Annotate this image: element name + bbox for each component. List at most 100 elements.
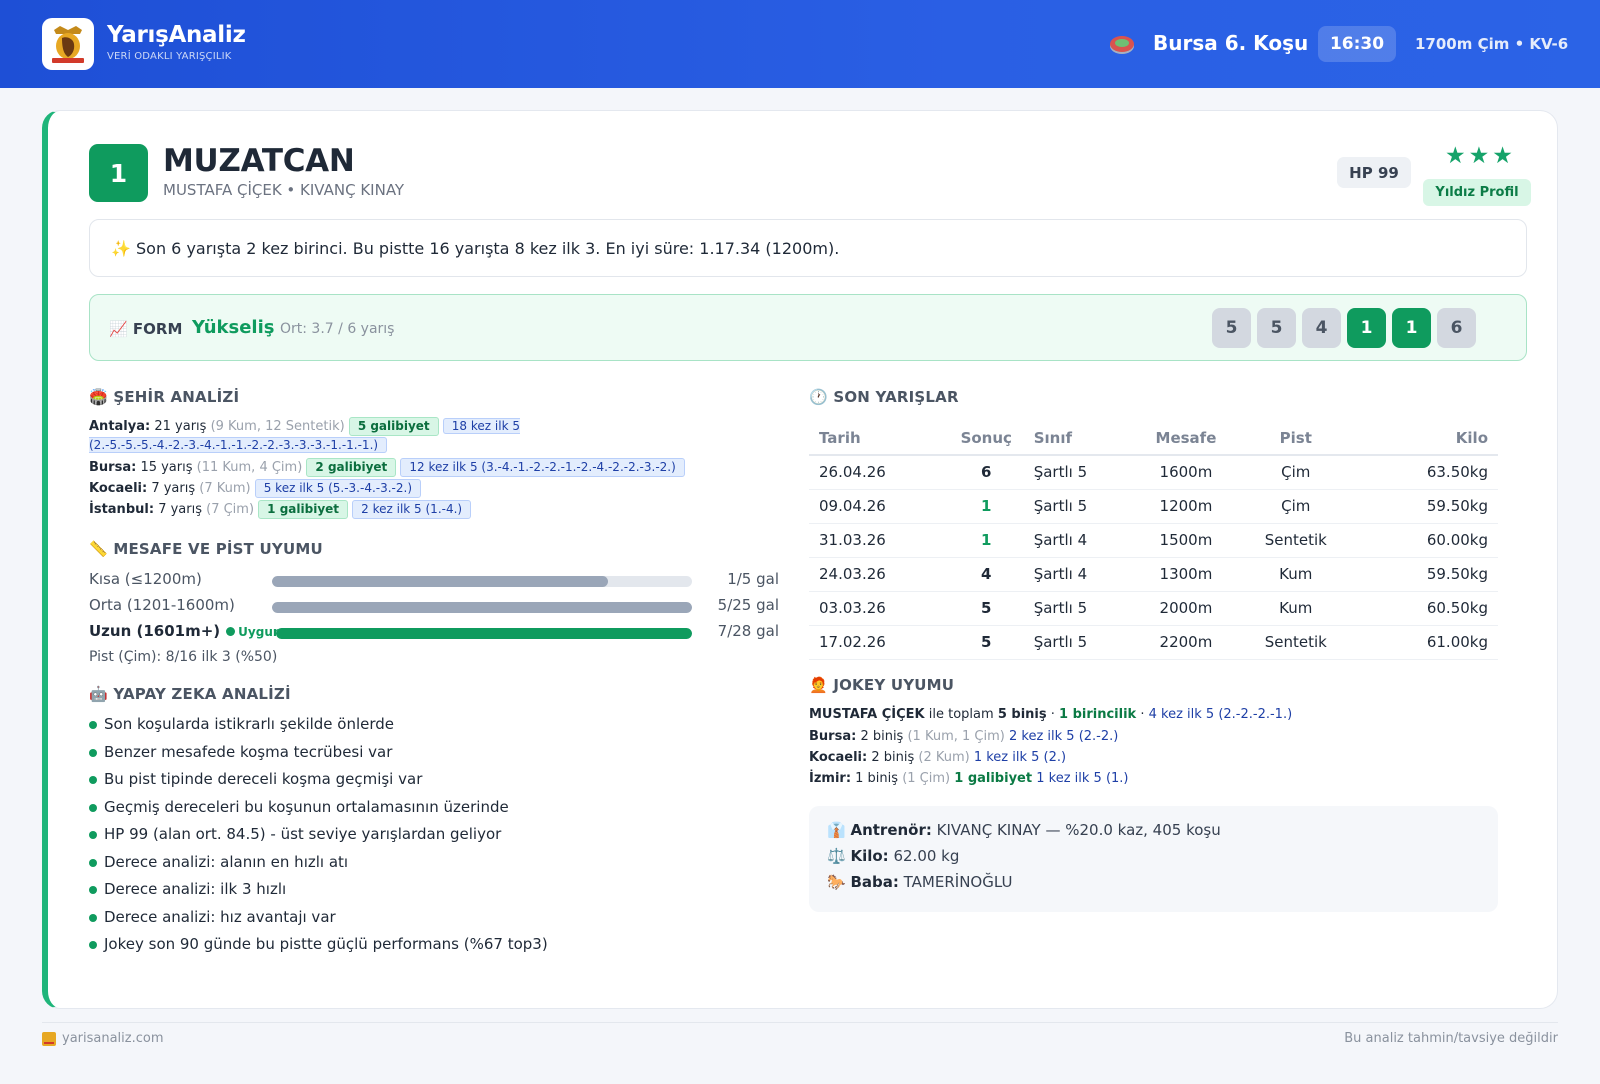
- ai-item: Derece analizi: alanın en hızlı atı: [89, 849, 548, 877]
- summary-text: ✨ Son 6 yarışta 2 kez birinci. Bu pistte…: [111, 238, 840, 258]
- city-top5-tag: 2 kez ilk 5 (1.-4.): [352, 500, 472, 519]
- table-cell-class: Şartlı 4: [1023, 523, 1129, 558]
- table-row: 24.03.26 4 Şartlı 4 1300m Kum 59.50kg: [809, 557, 1498, 592]
- ai-item: HP 99 (alan ort. 84.5) - üst seviye yarı…: [89, 821, 548, 849]
- table-cell-track: Çim: [1243, 489, 1349, 524]
- table-cell-result: 1: [948, 489, 1024, 524]
- form-trend: Yükseliş: [192, 317, 275, 338]
- table-cell-weight: 61.00kg: [1348, 625, 1498, 660]
- ok-dot-icon: [226, 627, 236, 636]
- form-result-chip: 1: [1347, 308, 1386, 348]
- table-cell-date: 26.04.26: [809, 455, 949, 490]
- rating-stars-icon: ★★★: [1445, 143, 1516, 169]
- table-cell-date: 31.03.26: [809, 523, 949, 558]
- ai-item: Benzer mesafede koşma tecrübesi var: [89, 739, 548, 767]
- city-row: Antalya: 21 yarış (9 Kum, 12 Sentetik) 5…: [89, 417, 789, 455]
- table-cell-result: 6: [948, 455, 1024, 490]
- table-cell-date: 17.02.26: [809, 625, 949, 660]
- brand-tagline: VERİ ODAKLI YARIŞÇILIK: [107, 51, 232, 62]
- table-cell-track: Çim: [1243, 455, 1349, 490]
- distance-bar-fill: [276, 628, 692, 639]
- jockey-city-row: Bursa: 2 biniş (1 Kum, 1 Çim) 2 kez ilk …: [809, 726, 1118, 747]
- table-cell-class: Şartlı 5: [1023, 625, 1129, 660]
- city-row: İstanbul: 7 yarış (7 Çim) 1 galibiyet 2 …: [89, 500, 789, 519]
- clock-icon: 🕐: [809, 388, 828, 406]
- trainer-line: 👔 Antrenör: KIVANÇ KINAY — %20.0 kaz, 40…: [827, 821, 1221, 839]
- city-races: 7 yarış: [151, 481, 196, 496]
- suitable-badge: Uygun: [238, 625, 282, 639]
- hp-badge: HP 99: [1337, 157, 1411, 188]
- jockey-top5: 1 kez ilk 5 (2.): [973, 750, 1067, 765]
- jockey-compat-title: 🧑‍🦰 JOKEY UYUMU: [809, 676, 955, 694]
- column-header: Mesafe: [1128, 421, 1244, 456]
- form-average: Ort: 3.7 / 6 yarış: [280, 321, 395, 337]
- city-top5-tag: 12 kez ilk 5 (3.-4.-1.-2.-2.-1.-2.-4.-2.…: [400, 458, 685, 477]
- distance-label-text: Uzun (1601m+): [89, 622, 221, 640]
- jockey-top5: 1 kez ilk 5 (1.): [1036, 771, 1129, 786]
- weight-line: ⚖️ Kilo: 62.00 kg: [827, 847, 960, 865]
- table-cell-result: 5: [948, 591, 1024, 626]
- city-detail: (7 Kum): [199, 481, 251, 496]
- ai-item: Derece analizi: hız avantajı var: [89, 904, 548, 932]
- table-cell-distance: 1600m: [1128, 455, 1244, 490]
- jockey-detail: (1 Kum, 1 Çim): [907, 729, 1005, 744]
- distance-value: 7/28 gal: [717, 622, 779, 640]
- table-cell-date: 09.04.26: [809, 489, 949, 524]
- footer-site[interactable]: yarisanaliz.com: [42, 1031, 164, 1046]
- distance-value: 5/25 gal: [717, 596, 779, 614]
- table-cell-result: 5: [948, 625, 1024, 660]
- table-cell-track: Kum: [1243, 557, 1349, 592]
- city-races: 15 yarış: [140, 460, 193, 475]
- form-label: 📈 FORM: [109, 320, 183, 338]
- form-result-chip: 5: [1257, 308, 1296, 348]
- city-detail: (11 Kum, 4 Çim): [196, 460, 303, 475]
- recent-races-table: Tarih Sonuç Sınıf Mesafe Pist Kilo 26.04.26 6 Ş…: [809, 421, 1498, 660]
- table-cell-class: Şartlı 5: [1023, 489, 1129, 524]
- tie-icon: 👔: [827, 821, 846, 839]
- table-cell-date: 03.03.26: [809, 591, 949, 626]
- top-bar: YarışAnaliz VERİ ODAKLI YARIŞÇILIK Bursa…: [0, 0, 1600, 88]
- trend-chart-icon: 📈: [109, 320, 128, 338]
- city-top5-tag: 5 kez ilk 5 (5.-3.-4.-3.-2.): [254, 479, 422, 498]
- ai-item: Derece analizi: ilk 3 hızlı: [89, 876, 548, 904]
- table-cell-track: Kum: [1243, 591, 1349, 626]
- distance-label: Uzun (1601m+) Uygun: [89, 622, 281, 640]
- brand-logo[interactable]: [42, 18, 94, 70]
- table-cell-weight: 60.00kg: [1348, 523, 1498, 558]
- distance-label: Kısa (≤1200m): [89, 570, 202, 588]
- ai-item: Geçmiş dereceleri bu koşunun ortalamasın…: [89, 794, 548, 822]
- city-detail: (7 Çim): [206, 502, 255, 517]
- city-name: Antalya:: [89, 419, 151, 434]
- table-row: 09.04.26 1 Şartlı 5 1200m Çim 59.50kg: [809, 489, 1498, 524]
- city-races: 21 yarış: [154, 419, 207, 434]
- city-row: Bursa: 15 yarış (11 Kum, 4 Çim) 2 galibi…: [89, 458, 789, 477]
- table-cell-class: Şartlı 4: [1023, 557, 1129, 592]
- footer-disclaimer: Bu analiz tahmin/tavsiye değildir: [1344, 1031, 1558, 1046]
- form-result-chip: 1: [1392, 308, 1431, 348]
- horse-number-badge: 1: [89, 144, 148, 202]
- footer-divider: [42, 1022, 1558, 1023]
- table-cell-class: Şartlı 5: [1023, 455, 1129, 490]
- race-time-badge: 16:30: [1318, 26, 1396, 62]
- table-cell-class: Şartlı 5: [1023, 591, 1129, 626]
- horse-card: 1 MUZATCAN MUSTAFA ÇİÇEK • KIVANÇ KINAY …: [42, 110, 1558, 1009]
- column-header: Sınıf: [1023, 421, 1129, 456]
- jockey-city-row: İzmir: 1 biniş (1 Çim) 1 galibiyet 1 kez…: [809, 768, 1129, 789]
- column-header: Pist: [1243, 421, 1349, 456]
- recent-races-title: 🕐 SON YARIŞLAR: [809, 388, 959, 406]
- table-cell-distance: 1300m: [1128, 557, 1244, 592]
- ai-item: Son koşularda istikrarlı şekilde önlerde: [89, 711, 548, 739]
- distance-label-text: Orta (1201-1600m): [89, 596, 235, 614]
- city-wins-tag: 5 galibiyet: [348, 417, 439, 436]
- track-note: Pist (Çim): 8/16 ilk 3 (%50): [89, 649, 278, 665]
- form-result-chip: 6: [1437, 308, 1476, 348]
- city-analysis-title: 🏟️ ŞEHİR ANALİZİ: [89, 388, 240, 406]
- city-name: Bursa:: [89, 460, 137, 475]
- jockey-top5: 2 kez ilk 5 (2.-2.): [1008, 729, 1119, 744]
- table-cell-distance: 2200m: [1128, 625, 1244, 660]
- city-races: 7 yarış: [158, 502, 202, 517]
- summary-box: ✨ Son 6 yarışta 2 kez birinci. Bu pistte…: [89, 219, 1527, 277]
- ai-item: Jokey son 90 günde bu pistte güçlü perfo…: [89, 931, 548, 959]
